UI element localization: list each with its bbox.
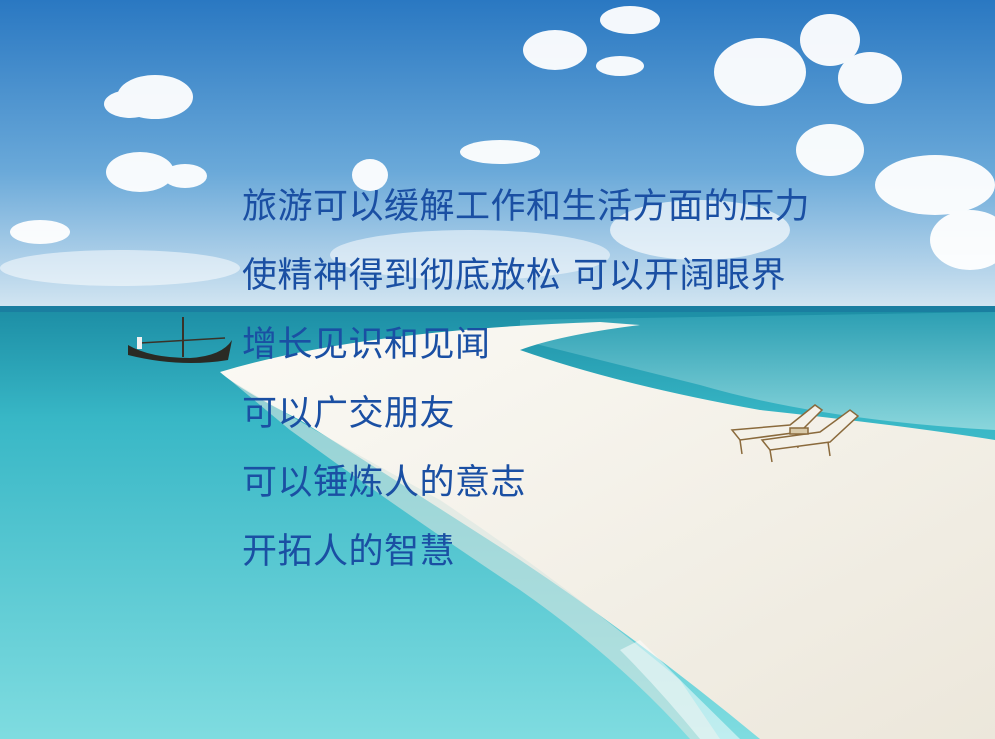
lounge-chairs-icon <box>730 404 860 463</box>
text-line-1: 旅游可以缓解工作和生活方面的压力 <box>242 187 811 227</box>
text-line-2: 使精神得到彻底放松 可以开阔眼界 <box>242 256 787 296</box>
text-line-4: 可以广交朋友 <box>242 394 456 434</box>
travel-benefits-text: 旅游可以缓解工作和生活方面的压力 使精神得到彻底放松 可以开阔眼界 增长见识和见… <box>242 190 810 604</box>
text-line-5: 可以锤炼人的意志 <box>242 463 527 503</box>
boat-icon <box>128 317 232 364</box>
clouds <box>0 6 995 286</box>
text-line-3: 增长见识和见闻 <box>242 325 491 365</box>
text-line-6: 开拓人的智慧 <box>242 532 456 572</box>
